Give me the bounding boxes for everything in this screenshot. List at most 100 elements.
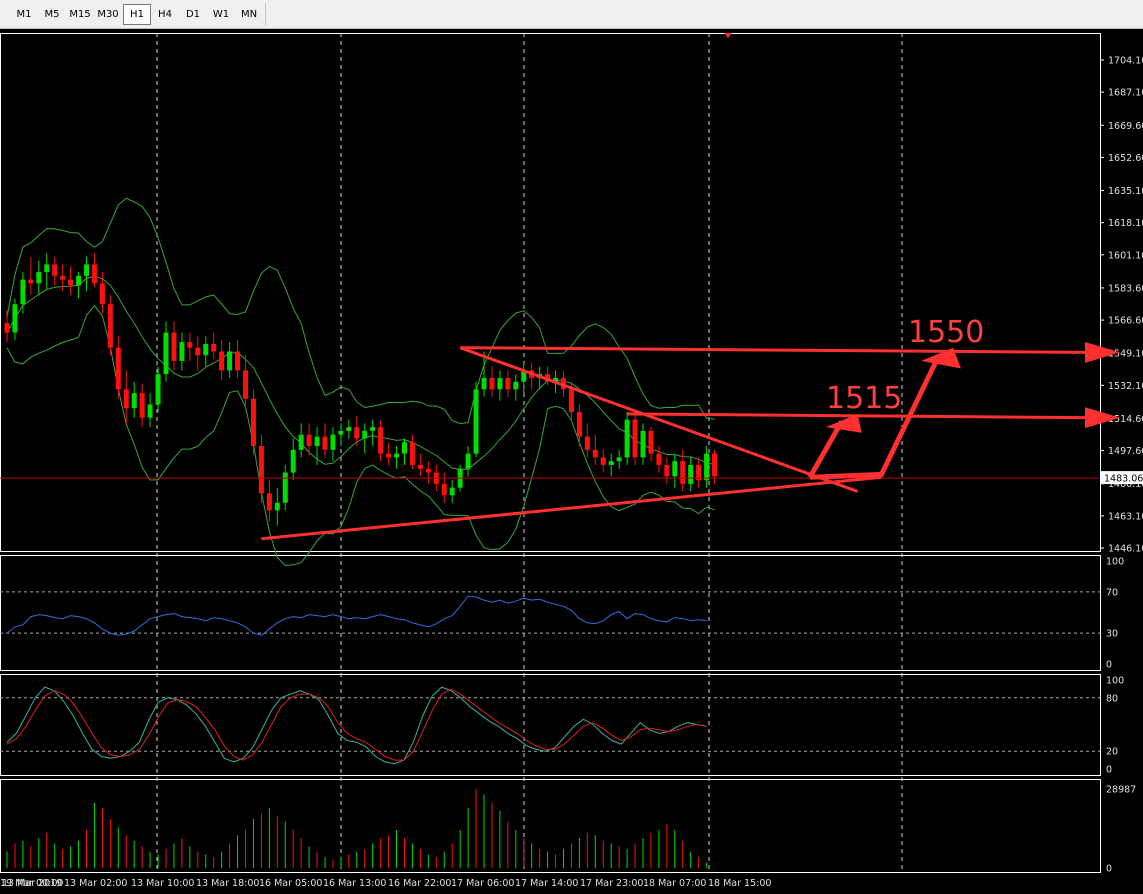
candle-body [187,342,193,348]
timeframe-m5-button[interactable]: M5 [44,9,60,20]
chart-background [0,29,1143,894]
candle-body [282,472,288,503]
timeframe-h1-button[interactable]: H1 [123,4,151,25]
resistance-trendline [459,346,859,493]
timeframe-m30-button[interactable]: M30 [97,9,119,20]
candle-body [394,453,400,458]
time-tick-label: 17 Mar 14:00 [515,878,578,889]
volume-tick-label: 0 [1106,864,1112,875]
candle-body [378,427,384,454]
price-tick-label: 1652.60 [1108,153,1143,164]
target-1515-arrowhead [1085,407,1120,429]
stoch-panel-frame [0,674,1101,776]
candle-body [147,404,153,418]
rsi-panel-frame [0,555,1101,671]
stoch-tick-label: 80 [1106,693,1118,704]
timeframe-d1-button[interactable]: D1 [185,9,201,20]
timeframe-mn-button[interactable]: MN [240,9,258,20]
candle-body [354,427,360,439]
price-tick-label: 1480.10 [1108,479,1143,490]
candle-body [386,453,392,458]
rsi-tick-label: 30 [1106,629,1118,640]
candle-body [417,464,423,469]
candle-body [449,487,455,496]
candle-body [664,464,670,477]
current-price-box [1101,471,1143,485]
price-tick-label: 1532.10 [1108,381,1143,392]
timeframe-m15-button[interactable]: M15 [69,9,91,20]
candle-body [306,434,312,447]
candle-body [489,377,495,390]
candle-body [298,434,304,450]
candle-body [76,275,82,286]
candle-body [441,483,447,496]
breakout-arrowhead-1550 [921,347,961,369]
time-tick-label: 17 Mar 23:00 [580,878,643,889]
time-tick-label: 13 Mar 2019 [2,878,62,889]
timeframe-h4-button[interactable]: H4 [158,9,172,20]
candle-body [465,453,471,469]
candle-body [688,464,694,484]
time-tick-label: 19 Mar 00:00 [0,878,63,889]
candle-body [52,264,58,276]
time-tick-label: 16 Mar 05:00 [259,878,322,889]
candle-body [338,430,344,435]
candle-body [576,412,582,437]
candle-body [107,304,113,348]
price-tick-label: 1549.10 [1108,349,1143,360]
candle-body [314,436,320,447]
toolbar-separator [265,3,266,26]
time-tick-label: 18 Mar 15:00 [708,878,771,889]
candle-body [235,351,241,371]
candle-body [243,370,248,399]
candle-body [203,343,209,356]
breakout-arrow-1515 [807,420,844,479]
stoch-tick-label: 100 [1106,676,1124,687]
candle-body [696,464,702,481]
annotation-1515: 1515 [826,381,902,416]
candle-body [513,381,519,390]
candle-body [346,427,352,431]
candle-body [171,332,177,361]
price-tick-label: 1601.10 [1108,250,1143,261]
price-panel-frame [0,33,1101,552]
candle-body [91,264,97,284]
candle-body [266,493,272,511]
candle-body [680,461,686,484]
candle-body [139,393,145,418]
candle-body [409,442,415,465]
candle-body [497,377,503,390]
candle-body [640,430,646,458]
candle-body [131,393,137,409]
candle-body [704,453,710,481]
candle-body [274,502,280,511]
stoch-tick-label: 0 [1106,765,1112,776]
candle-body [195,347,201,356]
timeframe-w1-button[interactable]: W1 [212,9,230,20]
time-tick-label: 13 Mar 10:00 [131,878,194,889]
candle-body [362,430,368,439]
candle-body [473,389,479,454]
bollinger-lower-band [6,304,715,566]
timeframe-m1-button[interactable]: M1 [16,9,32,20]
target-1550-line [714,348,1086,354]
price-tick-label: 1669.60 [1108,121,1143,132]
candle-body [290,449,296,473]
candle-body [36,272,42,284]
candle-body [155,374,161,405]
chart-canvas[interactable]: 1704.10 1687.10 1669.60 1652.60 1635.10 1618.… [0,29,1143,894]
candle-body [656,453,662,465]
time-tick-label: 13 Mar 18:00 [196,878,259,889]
candle-body [370,427,376,431]
candle-body [179,342,185,361]
candle-body [99,283,105,305]
candle-body [60,275,66,280]
candle-body [505,377,511,390]
stoch-tick-label: 20 [1106,747,1118,758]
candle-body [28,279,34,284]
price-tick-label: 1583.60 [1108,283,1143,294]
rsi-tick-label: 70 [1106,587,1118,598]
candle-body [258,446,264,494]
breakout-arrow-1550 [809,357,940,480]
candle-body [402,442,407,454]
